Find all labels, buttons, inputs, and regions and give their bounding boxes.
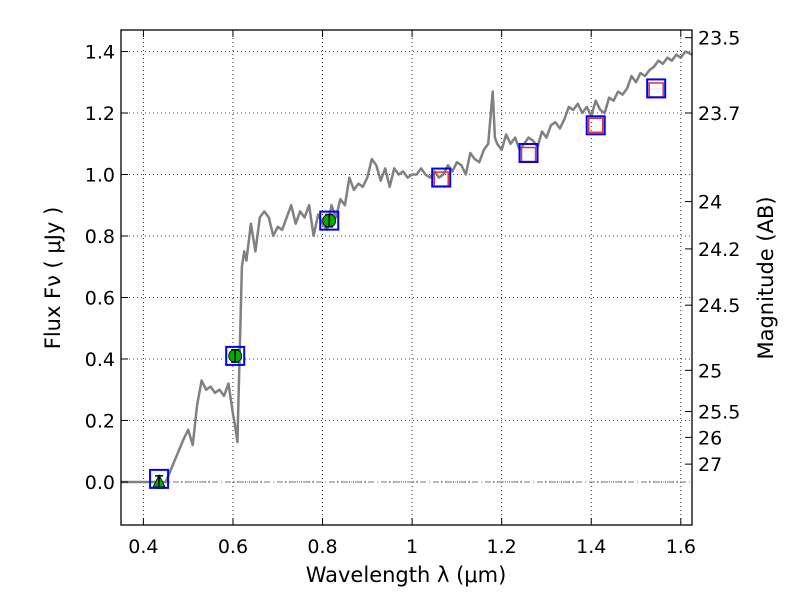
grid-lines [121,30,692,525]
x-tick-label: 0.6 [218,536,248,558]
y-tick-label: 1.2 [85,103,115,125]
mag-tick-label: 24.5 [698,295,740,317]
model-band-marker [518,142,539,163]
spectrum-line [121,50,693,484]
y-tick-label: 0.8 [85,226,115,248]
predicted-flux-marker [587,117,604,134]
model-band-marker [585,115,606,136]
mag-tick-label: 23.5 [698,28,740,50]
model-band-marker [646,78,667,99]
y-tick-label: 0.4 [85,349,115,371]
mag-tick-label: 25 [698,360,722,382]
x-tick-label: 1.4 [576,536,606,558]
plot-series [121,50,693,489]
x-tick-label: 0.4 [128,536,158,558]
model-band-marker [149,468,170,489]
axis-ticks: 0.4 0.6 0.8 1 1.2 1.4 1.6 0.0 0.2 0.4 0.6 0.8 1.0 1.2… [85,28,741,558]
x-tick-label: 1.2 [487,536,517,558]
mag-tick-label: 26 [698,427,722,449]
x-tick-label: 1.6 [666,536,696,558]
y-tick-label: 1.0 [85,165,115,187]
x-axis-label: Wavelength λ (μm) [306,563,507,587]
y-tick-label: 0.2 [85,410,115,432]
y-tick-label: 1.4 [85,42,115,64]
y-tick-label: 0.0 [85,472,115,494]
y2-axis-label: Magnitude (AB) [754,196,778,359]
model-band-marker [319,210,340,231]
y-axis-label: Flux Fν ( μJy ) [41,207,65,350]
predicted-flux-marker [520,146,537,163]
model-band-marker [225,345,246,366]
mag-tick-label: 23.7 [698,103,740,125]
mag-tick-label: 25.5 [698,402,740,424]
mag-tick-label: 27 [698,454,722,476]
x-tick-label: 1 [406,536,418,558]
predicted-flux-marker [648,82,664,98]
mag-tick-label: 24.2 [698,239,740,261]
y-tick-label: 0.6 [85,287,115,309]
plot-frame [120,29,693,526]
model-band-marker [431,167,452,188]
mag-tick-label: 24 [698,192,722,214]
x-tick-label: 0.8 [307,536,337,558]
